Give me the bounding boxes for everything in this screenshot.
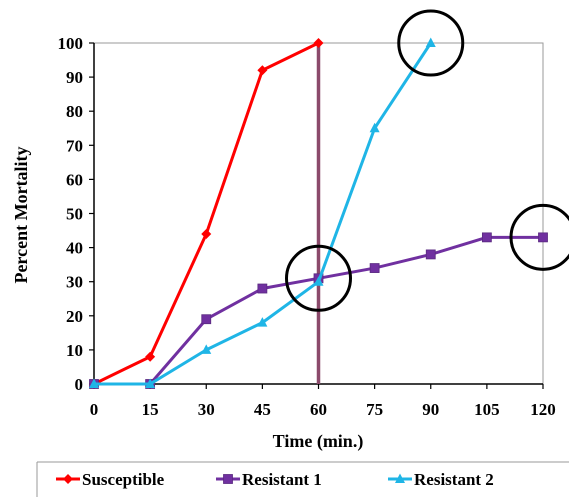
legend-swatch-marker	[395, 473, 405, 483]
x-axis-title: Time (min.)	[273, 431, 364, 452]
annotation-circle	[509, 203, 569, 271]
data-point	[481, 232, 492, 243]
x-tick-label: 0	[90, 400, 99, 419]
y-tick-label: 50	[66, 205, 83, 224]
y-tick-label: 30	[66, 273, 83, 292]
legend-item: Resistant 2	[388, 470, 494, 489]
y-tick-label: 60	[66, 170, 83, 189]
legend-swatch-marker	[63, 474, 73, 484]
legend: Susceptible Resistant 1 Resistant 2	[36, 461, 569, 497]
x-tick-label: 30	[198, 400, 215, 419]
y-tick-label: 100	[58, 34, 84, 53]
series-resistant-2	[89, 37, 436, 388]
data-point	[313, 276, 324, 286]
series-line	[94, 42, 433, 386]
data-point	[145, 351, 156, 362]
data-point	[257, 317, 268, 327]
annotation-circle	[285, 244, 352, 312]
axes	[89, 42, 544, 389]
data-point	[201, 344, 212, 354]
y-tick-label: 40	[66, 239, 83, 258]
annotation-circles	[285, 9, 569, 312]
y-tick-label: 80	[66, 102, 83, 121]
legend-label: Resistant 2	[414, 470, 494, 489]
data-point	[369, 263, 380, 273]
y-tick-label: 0	[75, 375, 84, 394]
data-point	[145, 378, 156, 388]
series-layer	[89, 37, 548, 389]
data-point	[89, 378, 99, 388]
series-susceptible	[89, 38, 324, 389]
data-point	[369, 122, 380, 133]
data-point	[257, 65, 268, 76]
x-tick-label: 75	[366, 400, 383, 419]
x-tick-label: 45	[254, 400, 271, 419]
data-point	[425, 249, 436, 260]
tick-labels: 0 10 20 30 40 50 60 70 80 90 100 0 15 30 45 60 75 90 105 12…	[58, 34, 556, 419]
annotation-circle	[397, 9, 465, 77]
data-point	[538, 232, 548, 243]
y-tick-label: 20	[66, 307, 83, 326]
y-tick-label: 70	[66, 136, 83, 155]
legend-item: Resistant 1	[216, 470, 322, 489]
x-tick-label: 105	[474, 400, 500, 419]
x-tick-label: 60	[310, 400, 327, 419]
y-axis-title: Percent Mortality	[11, 146, 31, 283]
y-tick-label: 10	[66, 341, 83, 360]
data-point	[425, 37, 436, 47]
x-tick-label: 15	[142, 400, 159, 419]
legend-swatch-marker	[223, 474, 233, 484]
x-tick-label: 90	[422, 400, 439, 419]
data-point	[201, 314, 212, 325]
data-point	[257, 283, 268, 294]
legend-label: Susceptible	[82, 470, 165, 489]
legend-item: Susceptible	[56, 470, 165, 489]
data-point	[201, 228, 212, 239]
data-point	[313, 38, 324, 48]
series-line	[93, 41, 320, 386]
y-tick-label: 90	[66, 68, 83, 87]
legend-label: Resistant 1	[242, 470, 322, 489]
x-tick-label: 120	[530, 400, 556, 419]
